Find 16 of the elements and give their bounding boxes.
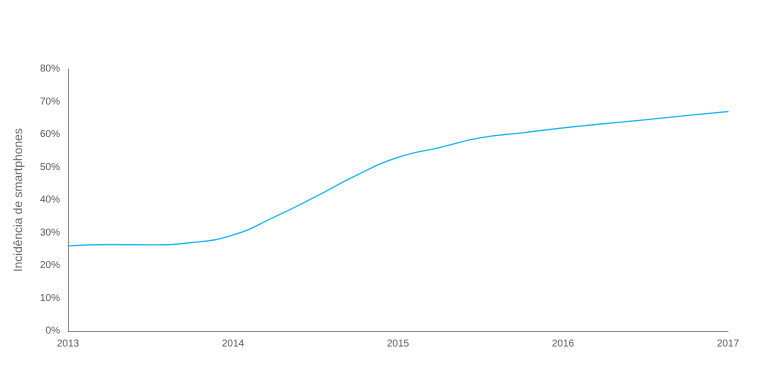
y-tick-label: 30% [40, 227, 60, 238]
x-tick-label: 2016 [552, 338, 575, 350]
y-tick-label: 40% [40, 194, 60, 206]
y-tick-label: 60% [40, 129, 60, 140]
x-tick-label: 2015 [386, 338, 410, 350]
x-tick-label: 2013 [56, 338, 80, 350]
line-series [67, 110, 729, 246]
x-tick-label: 2014 [222, 338, 245, 350]
x-tick-label: 2017 [716, 338, 740, 350]
y-tick-label: 50% [40, 162, 60, 173]
y-tick-label: 70% [40, 96, 60, 108]
y-tick-label: 20% [40, 260, 60, 271]
y-tick-label: 0% [46, 326, 60, 336]
y-axis-title: Incidência de smartphones [11, 128, 25, 272]
y-tick-label: 10% [40, 292, 60, 304]
y-tick-label: 80% [40, 64, 60, 74]
